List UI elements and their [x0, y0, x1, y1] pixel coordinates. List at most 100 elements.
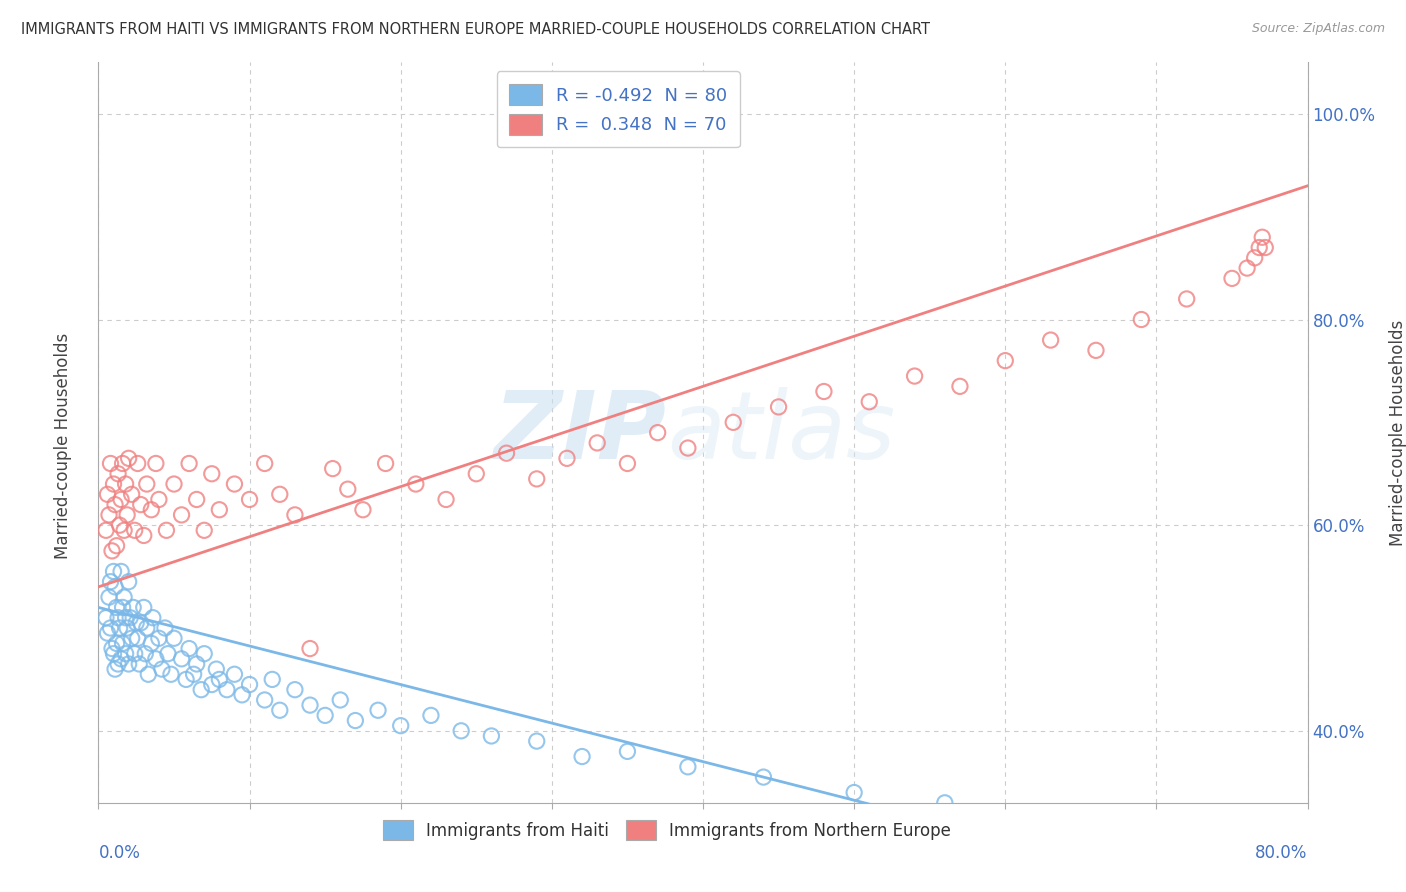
Point: [201, 677, 224, 691]
Point: [224, 477, 246, 491]
Point: [1175, 292, 1198, 306]
Point: [1236, 261, 1258, 276]
Point: [253, 457, 276, 471]
Point: [647, 425, 669, 440]
Point: [100, 574, 122, 589]
Point: [858, 394, 880, 409]
Point: [314, 708, 336, 723]
Point: [98, 508, 121, 522]
Point: [1254, 240, 1277, 255]
Point: [114, 610, 136, 624]
Point: [136, 667, 159, 681]
Point: [120, 610, 142, 624]
Point: [299, 698, 322, 712]
Point: [253, 693, 276, 707]
Point: [105, 600, 128, 615]
Point: [299, 641, 322, 656]
Point: [322, 461, 344, 475]
Point: [1243, 251, 1265, 265]
Point: [676, 441, 699, 455]
Point: [193, 524, 215, 538]
Point: [103, 647, 125, 661]
Point: [1085, 343, 1108, 358]
Point: [1039, 333, 1062, 347]
Point: [269, 487, 291, 501]
Text: ZIP: ZIP: [494, 386, 666, 479]
Point: [1130, 312, 1153, 326]
Point: [170, 508, 193, 522]
Point: [163, 632, 186, 646]
Point: [465, 467, 488, 481]
Point: [114, 477, 136, 491]
Point: [115, 508, 138, 522]
Point: [344, 714, 367, 728]
Point: [231, 688, 253, 702]
Point: [224, 667, 246, 681]
Text: 80.0%: 80.0%: [1256, 844, 1308, 862]
Text: Source: ZipAtlas.com: Source: ZipAtlas.com: [1251, 22, 1385, 36]
Point: [124, 647, 146, 661]
Point: [98, 590, 121, 604]
Point: [107, 657, 129, 671]
Point: [179, 457, 201, 471]
Point: [1251, 230, 1274, 244]
Point: [329, 693, 352, 707]
Point: [110, 492, 132, 507]
Point: [205, 662, 228, 676]
Point: [434, 492, 457, 507]
Point: [336, 482, 359, 496]
Point: [118, 657, 141, 671]
Point: [526, 472, 548, 486]
Y-axis label: Married-couple Households: Married-couple Households: [1389, 319, 1406, 546]
Point: [183, 667, 205, 681]
Point: [389, 719, 412, 733]
Point: [132, 528, 155, 542]
Text: IMMIGRANTS FROM HAITI VS IMMIGRANTS FROM NORTHERN EUROPE MARRIED-COUPLE HOUSEHOL: IMMIGRANTS FROM HAITI VS IMMIGRANTS FROM…: [21, 22, 931, 37]
Point: [110, 652, 132, 666]
Point: [124, 524, 146, 538]
Point: [96, 487, 118, 501]
Point: [135, 477, 157, 491]
Point: [142, 610, 165, 624]
Point: [284, 508, 307, 522]
Point: [160, 667, 183, 681]
Text: 0.0%: 0.0%: [98, 844, 141, 862]
Point: [405, 477, 427, 491]
Point: [141, 502, 163, 516]
Point: [103, 477, 125, 491]
Point: [145, 457, 167, 471]
Point: [201, 467, 224, 481]
Point: [127, 457, 149, 471]
Point: [208, 673, 231, 687]
Point: [107, 610, 129, 624]
Point: [129, 615, 152, 630]
Point: [526, 734, 548, 748]
Point: [105, 539, 128, 553]
Point: [1220, 271, 1243, 285]
Point: [450, 723, 472, 738]
Point: [676, 760, 699, 774]
Point: [100, 621, 122, 635]
Point: [122, 600, 145, 615]
Point: [104, 580, 127, 594]
Point: [284, 682, 307, 697]
Point: [374, 457, 396, 471]
Point: [121, 632, 143, 646]
Point: [145, 652, 167, 666]
Point: [104, 498, 127, 512]
Point: [150, 662, 173, 676]
Point: [108, 621, 131, 635]
Point: [104, 662, 127, 676]
Point: [844, 785, 866, 799]
Point: [208, 502, 231, 516]
Legend: Immigrants from Haiti, Immigrants from Northern Europe: Immigrants from Haiti, Immigrants from N…: [375, 814, 957, 847]
Point: [239, 677, 262, 691]
Point: [100, 457, 122, 471]
Point: [111, 636, 134, 650]
Point: [163, 477, 186, 491]
Point: [495, 446, 517, 460]
Point: [904, 369, 927, 384]
Point: [156, 647, 179, 661]
Point: [367, 703, 389, 717]
Point: [103, 565, 125, 579]
